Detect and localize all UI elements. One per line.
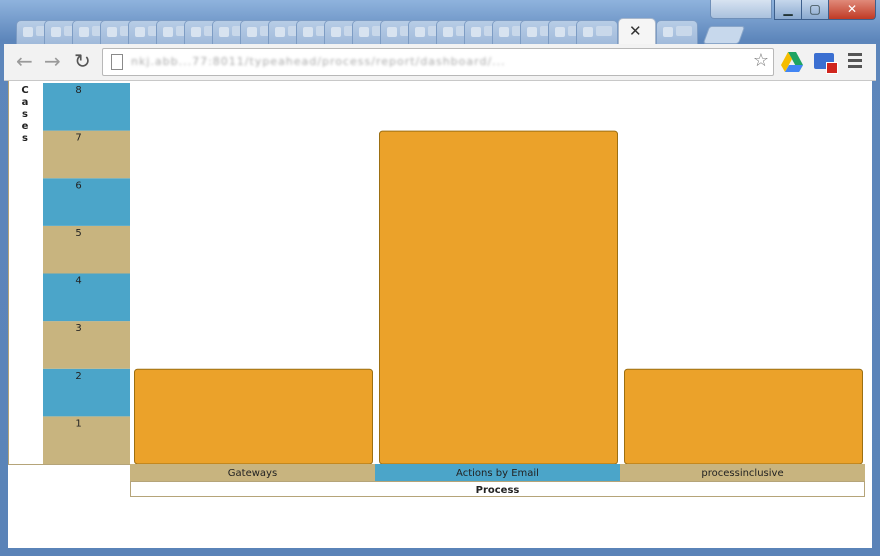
favicon-icon [191, 27, 201, 37]
y-tick-label: 8 [75, 85, 81, 96]
favicon-icon [247, 27, 257, 37]
address-bar[interactable]: nkj.abb...77:8011/typeahead/process/repo… [102, 48, 774, 76]
minimize-button[interactable]: ▁ [774, 0, 802, 20]
favicon-icon [331, 27, 341, 37]
browser-toolbar: ← → ↻ nkj.abb...77:8011/typeahead/proces… [4, 44, 876, 81]
favicon-icon [219, 27, 229, 37]
tab[interactable] [576, 20, 618, 45]
y-axis-band-4 [43, 273, 130, 322]
menu-icon[interactable] [848, 53, 862, 71]
x-tick-label: Gateways [228, 468, 277, 479]
x-category-cell [130, 464, 375, 481]
y-axis-band-2 [43, 368, 130, 417]
bookmark-star-icon[interactable]: ☆ [752, 50, 769, 71]
bar-actions-by-email [379, 130, 618, 465]
favicon-icon [443, 27, 453, 37]
bar-gateways [134, 368, 373, 465]
forward-icon[interactable]: → [44, 49, 61, 73]
favicon-icon [163, 27, 173, 37]
extension-icon[interactable] [814, 53, 838, 74]
x-axis-title: Process [476, 485, 520, 496]
tab[interactable] [656, 20, 698, 45]
y-tick-label: 7 [75, 133, 81, 144]
y-axis-band-5 [43, 225, 130, 274]
favicon-icon [415, 27, 425, 37]
favicon-icon [663, 27, 673, 37]
y-tick-label: 3 [75, 323, 81, 334]
favicon-icon [23, 27, 33, 37]
y-tick-label: 1 [75, 418, 81, 429]
y-tick-label: 4 [75, 276, 81, 287]
favicon-icon [79, 27, 89, 37]
y-axis-band-7 [43, 130, 130, 179]
drive-icon[interactable] [781, 52, 803, 72]
y-tick-label: 6 [75, 180, 81, 191]
favicon-icon [275, 27, 285, 37]
favicon-icon [527, 27, 537, 37]
favicon-icon [107, 27, 117, 37]
x-category-cell [620, 464, 865, 481]
favicon-icon [471, 27, 481, 37]
url-text[interactable]: nkj.abb...77:8011/typeahead/process/repo… [131, 55, 506, 68]
y-axis-band-1 [43, 416, 130, 464]
favicon-icon [499, 27, 509, 37]
y-axis-band-3 [43, 321, 130, 369]
x-tick-label: Actions by Email [456, 468, 539, 479]
y-tick-label: 5 [75, 228, 81, 239]
x-axis-title-box [130, 481, 865, 497]
favicon-icon [359, 27, 369, 37]
tab-strip: ✕ [4, 16, 744, 46]
favicon-icon [387, 27, 397, 37]
close-tab-icon[interactable]: ✕ [629, 22, 642, 40]
active-tab[interactable]: ✕ [618, 18, 656, 46]
bar-processinclusive [624, 368, 863, 465]
bar-chart: 1 2 3 4 5 6 7 8 C a s e s Gateways Actions by Email pro… [8, 81, 865, 497]
y-axis-band-6 [43, 178, 130, 226]
favicon-icon [583, 27, 593, 37]
maximize-button[interactable]: ▢ [801, 0, 829, 20]
favicon-icon [135, 27, 145, 37]
new-tab-button[interactable] [702, 26, 746, 44]
y-axis-band-8 [43, 83, 130, 131]
x-tick-label: processinclusive [701, 468, 783, 479]
favicon-icon [555, 27, 565, 37]
window-controls: ▁ ▢ ✕ [710, 0, 878, 20]
favicon-icon [51, 27, 61, 37]
close-window-button[interactable]: ✕ [828, 0, 876, 20]
back-icon[interactable]: ← [16, 49, 33, 73]
reload-icon[interactable]: ↻ [74, 49, 91, 73]
x-category-cell [375, 464, 620, 481]
page-icon [111, 54, 123, 70]
favicon-icon [303, 27, 313, 37]
y-tick-label: 2 [75, 371, 81, 382]
